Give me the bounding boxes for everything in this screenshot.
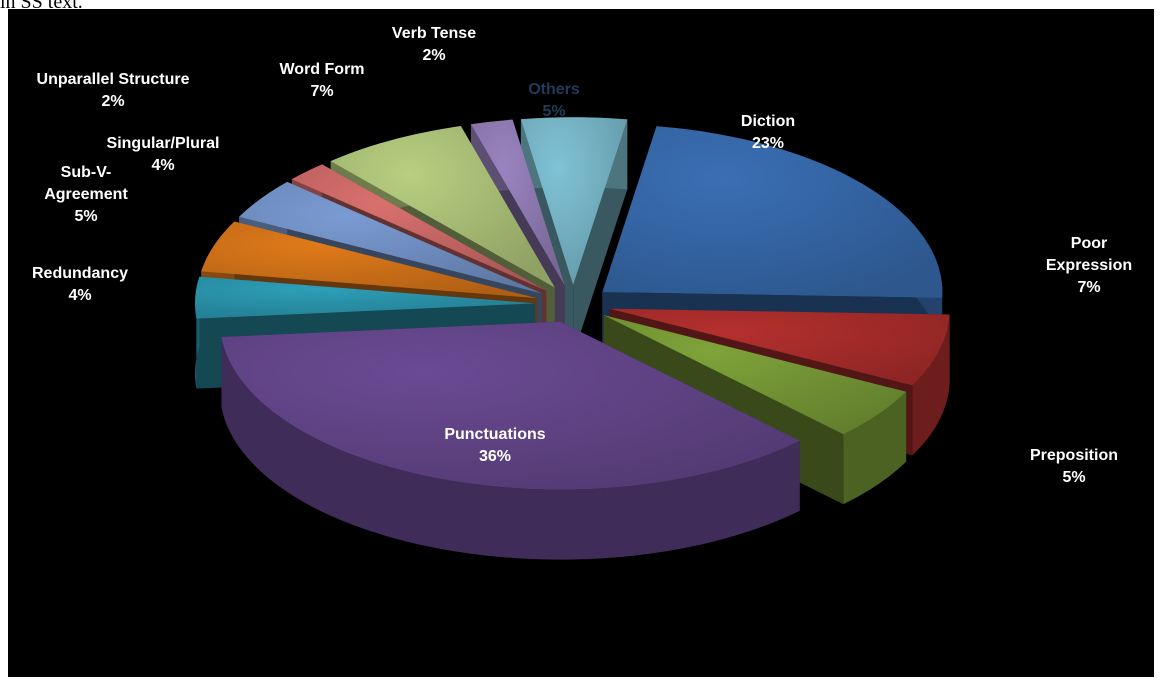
slice-rim-2 (843, 391, 907, 505)
slice-label-redundancy: Redundancy 4% (32, 265, 128, 304)
slice-label-layer: Diction 23% Poor Expression 7% Preposition 5% P… (32, 25, 1132, 486)
slice-rim-3 (221, 336, 800, 560)
slice-label-poor-expression: Poor Expression 7% (1046, 235, 1132, 296)
slice-label-preposition: Preposition 5% (1030, 447, 1118, 486)
pie-slice-punctuations (221, 321, 800, 490)
slice-label-diction: Diction 23% (741, 113, 795, 152)
slice-rim-1 (912, 314, 950, 456)
pie-slice-redundancy (195, 276, 536, 319)
slice-label-sub-v-agreement: Sub-V-Agreement 5% (44, 164, 128, 225)
pie-chart: Diction 23% Poor Expression 7% Preposition 5% P… (32, 25, 1132, 560)
pie-slice-diction (602, 126, 943, 298)
slice-top-layer (195, 117, 950, 490)
slice-label-word-form: Word Form 7% (279, 61, 364, 100)
pie-slice-sub-v-agreement (201, 221, 537, 299)
pie-slice-singular-plural (239, 181, 542, 294)
slice-label-singular-plural: Singular/Plural 4% (107, 135, 220, 174)
slice-label-punctuations: Punctuations 36% (444, 426, 545, 465)
pie-slice-word-form (330, 126, 555, 288)
pie-chart-frame: Diction 23% Poor Expression 7% Preposition 5% P… (8, 9, 1154, 677)
slice-label-verb-tense: Verb Tense 2% (392, 25, 476, 64)
pie-slice-unparallel-structure (291, 164, 547, 291)
pie-slice-poor-expression (609, 308, 950, 386)
pie-slice-verb-tense (470, 119, 565, 286)
slice-label-unparallel-structure: Unparallel Structure 2% (37, 71, 190, 110)
pie-slice-others (520, 117, 628, 286)
pie-slice-preposition (603, 315, 907, 435)
slice-label-others: Others 5% (528, 81, 580, 120)
